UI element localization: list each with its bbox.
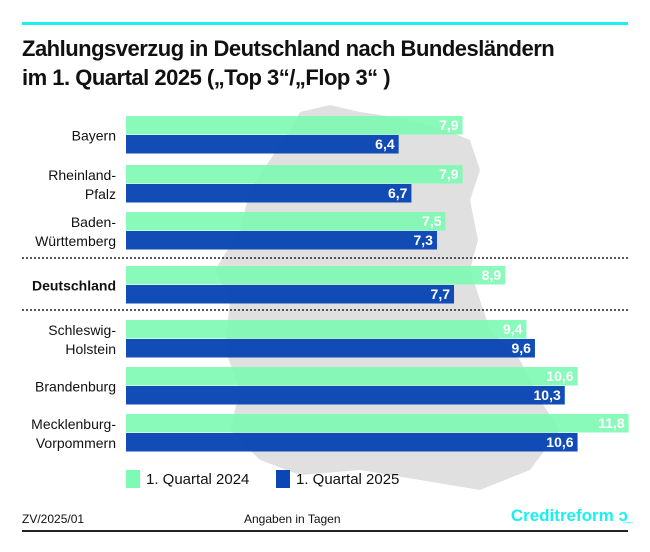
logo-text: Creditreform — [510, 506, 614, 525]
data-label: 6,7 — [388, 185, 408, 201]
data-label: 10,3 — [534, 387, 561, 403]
category-label: Vorpommern — [36, 435, 116, 451]
bar-2024 — [126, 367, 578, 386]
legend-label-2024: 1. Quartal 2024 — [146, 470, 250, 488]
chart-title: Zahlungsverzug in Deutschland nach Bunde… — [22, 34, 555, 92]
bar-2025 — [126, 386, 565, 405]
category-label: Holstein — [65, 341, 116, 357]
category-label: Bayern — [72, 128, 116, 144]
bar-2025 — [126, 231, 437, 250]
category-label: Baden- — [71, 214, 116, 230]
bar-2024 — [126, 116, 463, 135]
bar-2024 — [126, 165, 463, 184]
top-rule — [22, 22, 628, 25]
footer-unit: Angaben in Tagen — [244, 512, 341, 526]
bar-2024 — [126, 212, 446, 231]
footer-code: ZV/2025/01 — [22, 512, 85, 526]
category-label: Brandenburg — [35, 379, 116, 395]
bar-2025 — [126, 339, 535, 358]
legend-swatch-2024 — [126, 470, 140, 488]
category-label: Pfalz — [85, 186, 116, 202]
category-label: Mecklenburg- — [31, 416, 116, 432]
category-label: Rheinland- — [48, 167, 116, 183]
data-label: 10,6 — [546, 368, 573, 384]
data-label: 8,9 — [482, 267, 502, 283]
bar-2024 — [126, 414, 629, 433]
data-label: 10,6 — [546, 434, 573, 450]
creditreform-logo: Creditreform ↄ̲ — [511, 506, 628, 526]
bar-2025 — [126, 135, 399, 154]
bar-2025 — [126, 433, 578, 452]
data-label: 7,7 — [431, 286, 451, 302]
data-label: 9,4 — [503, 321, 523, 337]
legend-swatch-2025 — [276, 470, 290, 488]
category-label: Württemberg — [35, 233, 116, 249]
data-label: 7,9 — [439, 117, 459, 133]
data-label: 11,8 — [598, 415, 625, 431]
data-label: 7,9 — [439, 166, 459, 182]
data-label: 7,3 — [414, 232, 434, 248]
logo-c-icon: ↄ̲ — [618, 506, 628, 525]
data-label: 7,5 — [422, 213, 442, 229]
title-line-2: im 1. Quartal 2025 („Top 3“/„Flop 3“ ) — [22, 65, 391, 90]
bar-2025 — [126, 285, 455, 304]
category-label: Deutschland — [32, 278, 116, 294]
category-label: Schleswig- — [48, 322, 116, 338]
legend-item-2024: 1. Quartal 2024 — [126, 470, 249, 488]
title-line-1: Zahlungsverzug in Deutschland nach Bunde… — [22, 36, 555, 61]
bar-2025 — [126, 184, 412, 203]
bar-2024 — [126, 320, 527, 339]
bar-2024 — [126, 266, 506, 285]
bottom-rule — [22, 530, 628, 532]
data-label: 9,6 — [511, 340, 531, 356]
data-label: 6,4 — [375, 136, 395, 152]
legend-item-2025: 1. Quartal 2025 — [276, 470, 399, 488]
legend-label-2025: 1. Quartal 2025 — [296, 470, 400, 488]
